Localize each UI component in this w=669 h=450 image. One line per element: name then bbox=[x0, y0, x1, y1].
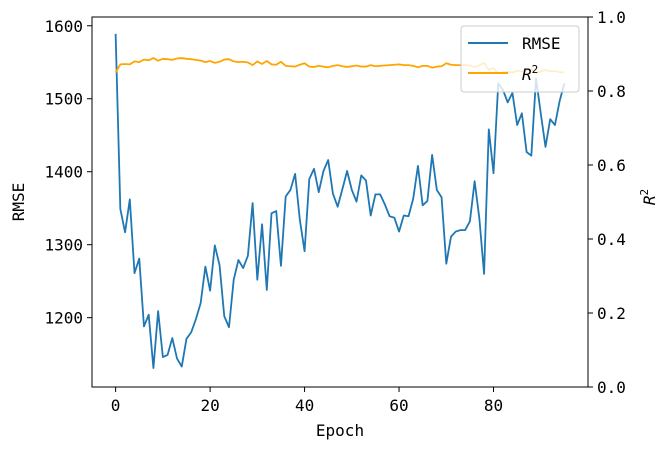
x-tick-label: 20 bbox=[200, 396, 219, 415]
y-axis-right-title: R2 bbox=[638, 189, 659, 205]
y-tick-label-right: 0.8 bbox=[597, 82, 626, 101]
y-tick-label-left: 1400 bbox=[44, 163, 83, 182]
x-tick-label: 0 bbox=[111, 396, 121, 415]
x-tick-label: 80 bbox=[484, 396, 503, 415]
x-axis: 0 20 40 60 80 bbox=[111, 387, 503, 415]
x-tick-label: 60 bbox=[389, 396, 408, 415]
y-tick-label-left: 1200 bbox=[44, 309, 83, 328]
x-axis-title: Epoch bbox=[316, 421, 364, 440]
y-axis-right: 0.0 0.2 0.4 0.6 0.8 1.0 bbox=[588, 8, 626, 397]
legend-label-r2-base: R bbox=[522, 65, 532, 84]
y-tick-label-left: 1600 bbox=[44, 17, 83, 36]
y-tick-label-right: 1.0 bbox=[597, 8, 626, 27]
y-tick-label-left: 1500 bbox=[44, 90, 83, 109]
y-axis-right-title-sup: 2 bbox=[638, 189, 651, 196]
y-axis-left: 1200 1300 1400 1500 1600 bbox=[44, 17, 92, 328]
legend-label-r2-sup: 2 bbox=[532, 63, 539, 76]
y-tick-label-right: 0.6 bbox=[597, 156, 626, 175]
y-tick-label-right: 0.0 bbox=[597, 378, 626, 397]
legend-frame bbox=[461, 26, 579, 92]
y-tick-label-left: 1300 bbox=[44, 236, 83, 255]
y-tick-label-right: 0.4 bbox=[597, 230, 626, 249]
y-axis-left-title: RMSE bbox=[9, 183, 28, 222]
y-tick-label-right: 0.2 bbox=[597, 304, 626, 323]
legend-label-rmse: RMSE bbox=[522, 34, 561, 53]
legend: RMSE R2 bbox=[461, 26, 579, 92]
x-tick-label: 40 bbox=[295, 396, 314, 415]
y-axis-right-title-base: R bbox=[640, 195, 659, 205]
